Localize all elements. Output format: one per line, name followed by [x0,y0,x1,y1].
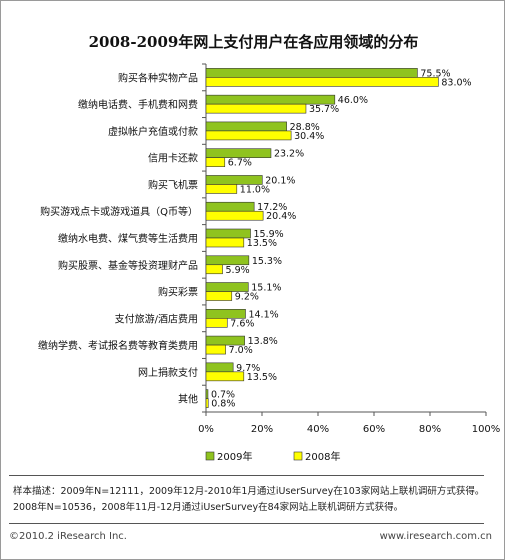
bar-2009 [205,68,418,78]
data-label-2009: 13.8% [248,336,278,347]
category-label: 缴纳电话费、手机费和网费 [78,98,198,111]
bar-2008 [205,184,238,194]
bar-2008 [205,344,226,355]
bar-2008 [205,371,245,382]
data-label-2009: 75.5% [420,68,450,79]
data-label-2008: 9.2% [235,292,259,303]
data-label-2009: 23.2% [274,149,304,160]
data-label-2009: 9.7% [236,363,260,374]
divider-bottom [9,523,484,524]
category-label: 购买彩票 [158,286,198,299]
data-label-2008: 5.9% [226,265,250,276]
chart-title: 2008-2009年网上支付用户在各应用领域的分布 [88,33,419,51]
bar-2008 [205,210,264,221]
data-label-2008: 11.0% [240,184,270,195]
x-tick-label: 100% [472,424,501,435]
bar-2009 [205,94,336,105]
bar-2008 [205,264,223,275]
legend-label-2008: 2008年 [305,450,340,463]
data-label-2009: 17.2% [257,202,287,213]
bar-2009 [205,255,250,266]
category-label: 信用卡还款 [148,152,198,165]
data-label-2008: 35.7% [309,104,339,115]
bar-2008 [205,318,228,328]
data-label-2009: 15.3% [252,256,282,267]
data-label-2008: 13.5% [247,238,277,249]
sample-note: 样本描述：2009年N=12111，2009年12月-2010年1月通过iUse… [13,486,485,513]
data-label-2008: 13.5% [247,372,277,383]
bar-2009 [205,175,263,185]
data-label-2008: 7.0% [229,345,253,356]
copyright-text: ©2010.2 iResearch Inc. [9,531,127,542]
website-link[interactable]: www.iresearch.com.cn [379,531,492,542]
data-label-2008: 30.4% [294,131,324,142]
bar-2008 [205,291,233,301]
category-label: 网上捐款支付 [138,366,198,379]
data-label-2008: 7.6% [230,318,254,329]
category-label: 购买各种实物产品 [118,71,198,84]
category-label: 虚拟帐户充值或付款 [108,125,198,138]
category-label: 缴纳水电费、煤气费等生活费用 [58,232,198,245]
category-label: 购买飞机票 [148,178,198,191]
bar-2009 [205,201,255,212]
legend-swatch-2009 [205,451,215,461]
bar-2009 [205,362,234,373]
bar-2009 [205,228,251,239]
data-label-2008: 6.7% [228,158,252,169]
bar-2008 [205,103,307,114]
legend-label-2009: 2009年 [217,450,252,463]
category-label: 购买股票、基金等投资理财产品 [58,259,198,272]
x-tick-label: 40% [307,424,329,435]
data-label-2009: 46.0% [338,95,368,106]
bar-2008 [205,130,292,141]
bar-chart: 购买各种实物产品 75.5%83.0% 缴纳电话费、手机费和网费 46.0%35.7%… [38,63,501,463]
bar-2009 [205,282,249,292]
bar-2008 [205,157,226,167]
bar-2009 [205,309,246,319]
x-tick-label: 20% [251,424,273,435]
category-label: 支付旅游/酒店费用 [115,312,198,325]
x-tick-label: 0% [198,424,214,435]
data-label-2008: 83.0% [441,77,471,88]
bar-2009 [205,121,287,132]
data-label-2009: 15.1% [251,283,281,294]
category-label: 其他 [178,393,198,406]
data-label-2008: 0.8% [211,399,235,410]
data-label-2009: 28.8% [290,122,320,133]
divider-top [9,475,484,476]
x-tick-label: 80% [419,424,441,435]
bar-2009 [205,389,209,399]
bar-2008 [205,237,245,248]
legend-swatch-2008 [293,451,303,461]
data-label-2009: 20.1% [265,175,295,186]
bar-2009 [205,335,245,346]
category-label: 缴纳学费、考试报名费等教育类费用 [38,339,198,352]
bar-2009 [205,148,272,158]
data-label-2009: 15.9% [254,229,284,240]
bar-2008 [205,77,439,87]
x-tick-label: 60% [363,424,385,435]
data-label-2008: 20.4% [266,211,296,222]
data-label-2009: 0.7% [211,390,235,401]
category-label: 购买游戏点卡或游戏道具（Q币等） [40,205,198,218]
bar-2008 [205,398,209,408]
data-label-2009: 14.1% [248,309,278,320]
